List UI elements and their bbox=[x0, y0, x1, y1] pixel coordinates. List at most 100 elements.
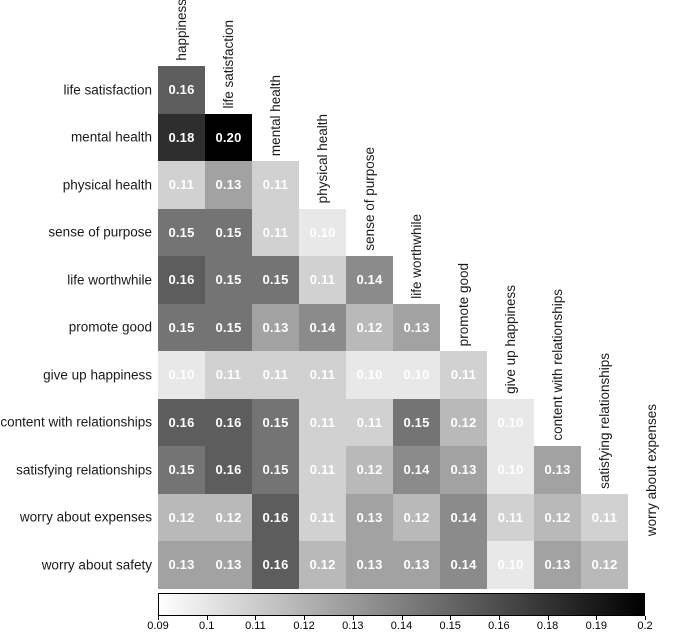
heatmap-cell: 0.13 bbox=[534, 446, 581, 494]
column-label: give up happiness bbox=[502, 284, 518, 394]
heatmap-cell: 0.16 bbox=[252, 541, 299, 589]
heatmap-cell: 0.13 bbox=[158, 541, 205, 589]
colorbar-tick bbox=[596, 616, 598, 620]
row-label: give up happiness bbox=[43, 367, 152, 383]
heatmap-cell: 0.11 bbox=[205, 351, 252, 399]
heatmap-cell: 0.13 bbox=[440, 446, 487, 494]
heatmap-cell: 0.13 bbox=[252, 303, 299, 351]
column-label: content with relationships bbox=[549, 289, 565, 441]
heatmap-cell: 0.11 bbox=[581, 493, 628, 541]
colorbar-tick bbox=[158, 616, 159, 620]
row-label: life satisfaction bbox=[63, 82, 152, 98]
heatmap-cell: 0.13 bbox=[393, 303, 440, 351]
heatmap-cell: 0.13 bbox=[346, 493, 393, 541]
heatmap-cell: 0.16 bbox=[158, 66, 205, 114]
heatmap-cell: 0.15 bbox=[158, 303, 205, 351]
heatmap-cell: 0.15 bbox=[252, 398, 299, 446]
heatmap-cell: 0.14 bbox=[346, 256, 393, 304]
heatmap-cell: 0.16 bbox=[252, 493, 299, 541]
colorbar-tick-label: 0.1 bbox=[199, 620, 215, 632]
heatmap-cell: 0.11 bbox=[487, 493, 534, 541]
colorbar-tick-label: 0.2 bbox=[637, 620, 653, 632]
heatmap-cell: 0.15 bbox=[252, 446, 299, 494]
heatmap-cell: 0.11 bbox=[252, 208, 299, 256]
heatmap-cell: 0.11 bbox=[299, 398, 346, 446]
colorbar-tick bbox=[401, 616, 403, 620]
colorbar-tick bbox=[304, 616, 306, 620]
heatmap-cell: 0.14 bbox=[299, 303, 346, 351]
heatmap-cell: 0.15 bbox=[393, 398, 440, 446]
colorbar-tick-label: 0.19 bbox=[585, 620, 608, 632]
heatmap-cell: 0.12 bbox=[393, 493, 440, 541]
colorbar-tick bbox=[450, 616, 452, 620]
colorbar-tick bbox=[206, 616, 208, 620]
heatmap-cell: 0.11 bbox=[440, 351, 487, 399]
heatmap-cell: 0.11 bbox=[299, 351, 346, 399]
heatmap-cell: 0.12 bbox=[205, 493, 252, 541]
heatmap-cell: 0.16 bbox=[205, 398, 252, 446]
column-label: mental health bbox=[267, 74, 283, 156]
heatmap-cell: 0.18 bbox=[158, 113, 205, 161]
heatmap-cell: 0.11 bbox=[299, 493, 346, 541]
heatmap-cell: 0.16 bbox=[158, 256, 205, 304]
colorbar-tick bbox=[498, 616, 500, 620]
heatmap-cell: 0.15 bbox=[205, 256, 252, 304]
heatmap-cell: 0.13 bbox=[393, 541, 440, 589]
column-label: satisfying relationships bbox=[596, 352, 612, 489]
heatmap-cell: 0.10 bbox=[487, 398, 534, 446]
column-label: sense of purpose bbox=[361, 147, 377, 251]
column-label: happiness bbox=[173, 0, 189, 61]
colorbar-tick-label: 0.11 bbox=[245, 620, 266, 632]
colorbar-tick bbox=[547, 616, 549, 620]
heatmap-cell: 0.11 bbox=[299, 256, 346, 304]
colorbar-tick bbox=[255, 616, 257, 620]
colorbar-tick bbox=[645, 616, 646, 620]
colorbar-tick-label: 0.09 bbox=[147, 620, 169, 632]
colorbar-tick-label: 0.12 bbox=[293, 620, 315, 632]
heatmap-cell: 0.15 bbox=[158, 208, 205, 256]
heatmap-cell: 0.10 bbox=[346, 351, 393, 399]
row-label: sense of purpose bbox=[48, 224, 152, 240]
row-label: satisfying relationships bbox=[16, 462, 152, 478]
heatmap-cell: 0.10 bbox=[299, 208, 346, 256]
heatmap-cell: 0.12 bbox=[440, 398, 487, 446]
row-label: physical health bbox=[62, 177, 152, 193]
heatmap-cell: 0.11 bbox=[158, 161, 205, 209]
colorbar-tick-label: 0.16 bbox=[488, 620, 510, 632]
column-label: life satisfaction bbox=[220, 19, 236, 109]
heatmap-cell: 0.14 bbox=[440, 493, 487, 541]
heatmap-cell: 0.11 bbox=[299, 446, 346, 494]
heatmap-cell: 0.10 bbox=[487, 446, 534, 494]
row-label: worry about expenses bbox=[19, 509, 152, 525]
colorbar-tick-label: 0.13 bbox=[342, 620, 364, 632]
colorbar-tick-label: 0.18 bbox=[536, 620, 559, 632]
heatmap-cell: 0.12 bbox=[346, 303, 393, 351]
heatmap-cell: 0.11 bbox=[252, 351, 299, 399]
heatmap-cell: 0.16 bbox=[205, 446, 252, 494]
colorbar-gradient bbox=[158, 593, 645, 616]
heatmap-cell: 0.10 bbox=[487, 541, 534, 589]
heatmap-cell: 0.15 bbox=[205, 303, 252, 351]
heatmap-cell: 0.15 bbox=[252, 256, 299, 304]
heatmap-cell: 0.12 bbox=[158, 493, 205, 541]
column-label: life worthwhile bbox=[408, 213, 424, 299]
heatmap-cell: 0.13 bbox=[346, 541, 393, 589]
heatmap-cell: 0.16 bbox=[158, 398, 205, 446]
row-label: content with relationships bbox=[0, 414, 152, 430]
colorbar-tick-label: 0.15 bbox=[439, 620, 461, 632]
heatmap-cell: 0.14 bbox=[440, 541, 487, 589]
heatmap-cell: 0.14 bbox=[393, 446, 440, 494]
row-label: life worthwhile bbox=[67, 272, 152, 288]
heatmap-cell: 0.12 bbox=[534, 493, 581, 541]
row-label: mental health bbox=[70, 129, 152, 145]
heatmap-cell: 0.12 bbox=[346, 446, 393, 494]
column-label: physical health bbox=[314, 114, 330, 204]
heatmap-cell: 0.11 bbox=[346, 398, 393, 446]
row-label: promote good bbox=[68, 319, 152, 335]
heatmap-cell: 0.13 bbox=[205, 161, 252, 209]
heatmap-cell: 0.10 bbox=[393, 351, 440, 399]
row-label: worry about safety bbox=[41, 557, 152, 573]
heatmap-cell: 0.13 bbox=[534, 541, 581, 589]
heatmap-cell: 0.11 bbox=[252, 161, 299, 209]
